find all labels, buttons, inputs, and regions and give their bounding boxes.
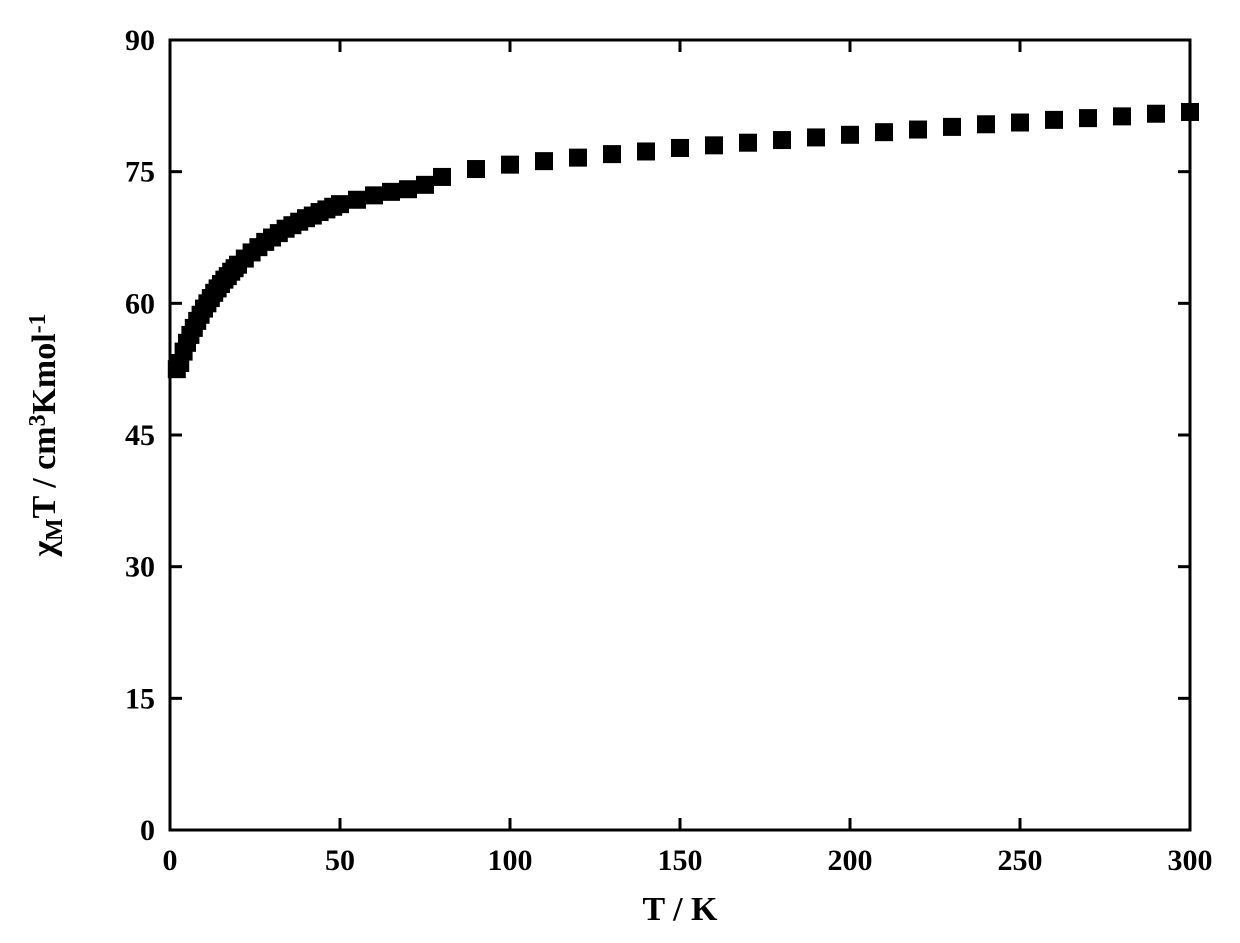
x-tick-label: 100 <box>488 844 533 877</box>
x-tick-label: 200 <box>828 844 873 877</box>
x-tick-label: 300 <box>1168 844 1213 877</box>
y-tick-label: 75 <box>125 156 155 189</box>
scatter-chart: 0501001502002503000153045607590T / KχMT … <box>0 0 1240 943</box>
x-tick-label: 50 <box>325 844 355 877</box>
x-tick-label: 0 <box>163 844 178 877</box>
x-tick-label: 150 <box>658 844 703 877</box>
y-tick-label: 15 <box>125 682 155 715</box>
y-tick-label: 0 <box>140 814 155 847</box>
y-tick-label: 30 <box>125 551 155 584</box>
x-tick-label: 250 <box>998 844 1043 877</box>
y-tick-label: 60 <box>125 287 155 320</box>
chart-container: 0501001502002503000153045607590T / KχMT … <box>0 0 1240 943</box>
x-axis-label: T / K <box>643 891 719 928</box>
y-tick-label: 90 <box>125 24 155 57</box>
y-tick-label: 45 <box>125 419 155 452</box>
